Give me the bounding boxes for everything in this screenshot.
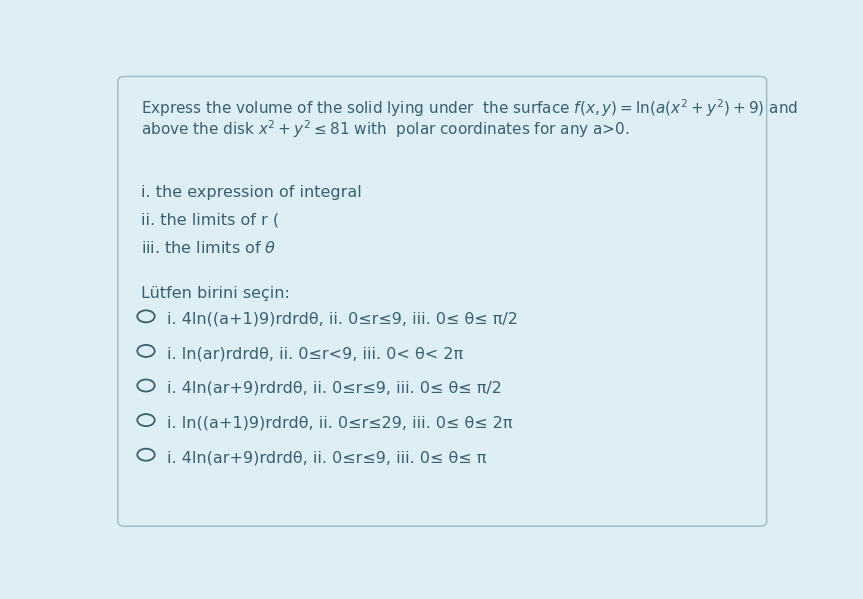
Circle shape <box>137 449 154 461</box>
Circle shape <box>137 414 154 426</box>
Text: ii. the limits of r (: ii. the limits of r ( <box>142 213 280 228</box>
Text: i. 4ln((a+1)9)rdrdθ, ii. 0≤r≤9, iii. 0≤ θ≤ π/2: i. 4ln((a+1)9)rdrdθ, ii. 0≤r≤9, iii. 0≤ … <box>167 311 518 326</box>
Text: Express the volume of the solid lying under  the surface $f(x, y) = \ln(a(x^2 + : Express the volume of the solid lying un… <box>142 97 798 119</box>
Text: i. 4ln(ar+9)rdrdθ, ii. 0≤r≤9, iii. 0≤ θ≤ π/2: i. 4ln(ar+9)rdrdθ, ii. 0≤r≤9, iii. 0≤ θ≤… <box>167 381 501 396</box>
Circle shape <box>137 310 154 322</box>
Text: i. ln((a+1)9)rdrdθ, ii. 0≤r≤29, iii. 0≤ θ≤ 2π: i. ln((a+1)9)rdrdθ, ii. 0≤r≤29, iii. 0≤ … <box>167 416 513 431</box>
Circle shape <box>137 345 154 357</box>
Text: iii. the limits of $\theta$: iii. the limits of $\theta$ <box>142 240 277 256</box>
Text: above the disk $x^2 + y^2 \leq 81$ with  polar coordinates for any a>0.: above the disk $x^2 + y^2 \leq 81$ with … <box>142 118 630 140</box>
Text: i. the expression of integral: i. the expression of integral <box>142 185 362 200</box>
Circle shape <box>137 380 154 392</box>
Text: Lütfen birini seçin:: Lütfen birini seçin: <box>142 286 290 301</box>
Text: i. ln(ar)rdrdθ, ii. 0≤r<9, iii. 0< θ< 2π: i. ln(ar)rdrdθ, ii. 0≤r<9, iii. 0< θ< 2π <box>167 346 463 361</box>
Text: i. 4ln(ar+9)rdrdθ, ii. 0≤r≤9, iii. 0≤ θ≤ π: i. 4ln(ar+9)rdrdθ, ii. 0≤r≤9, iii. 0≤ θ≤… <box>167 450 486 465</box>
FancyBboxPatch shape <box>118 77 766 526</box>
